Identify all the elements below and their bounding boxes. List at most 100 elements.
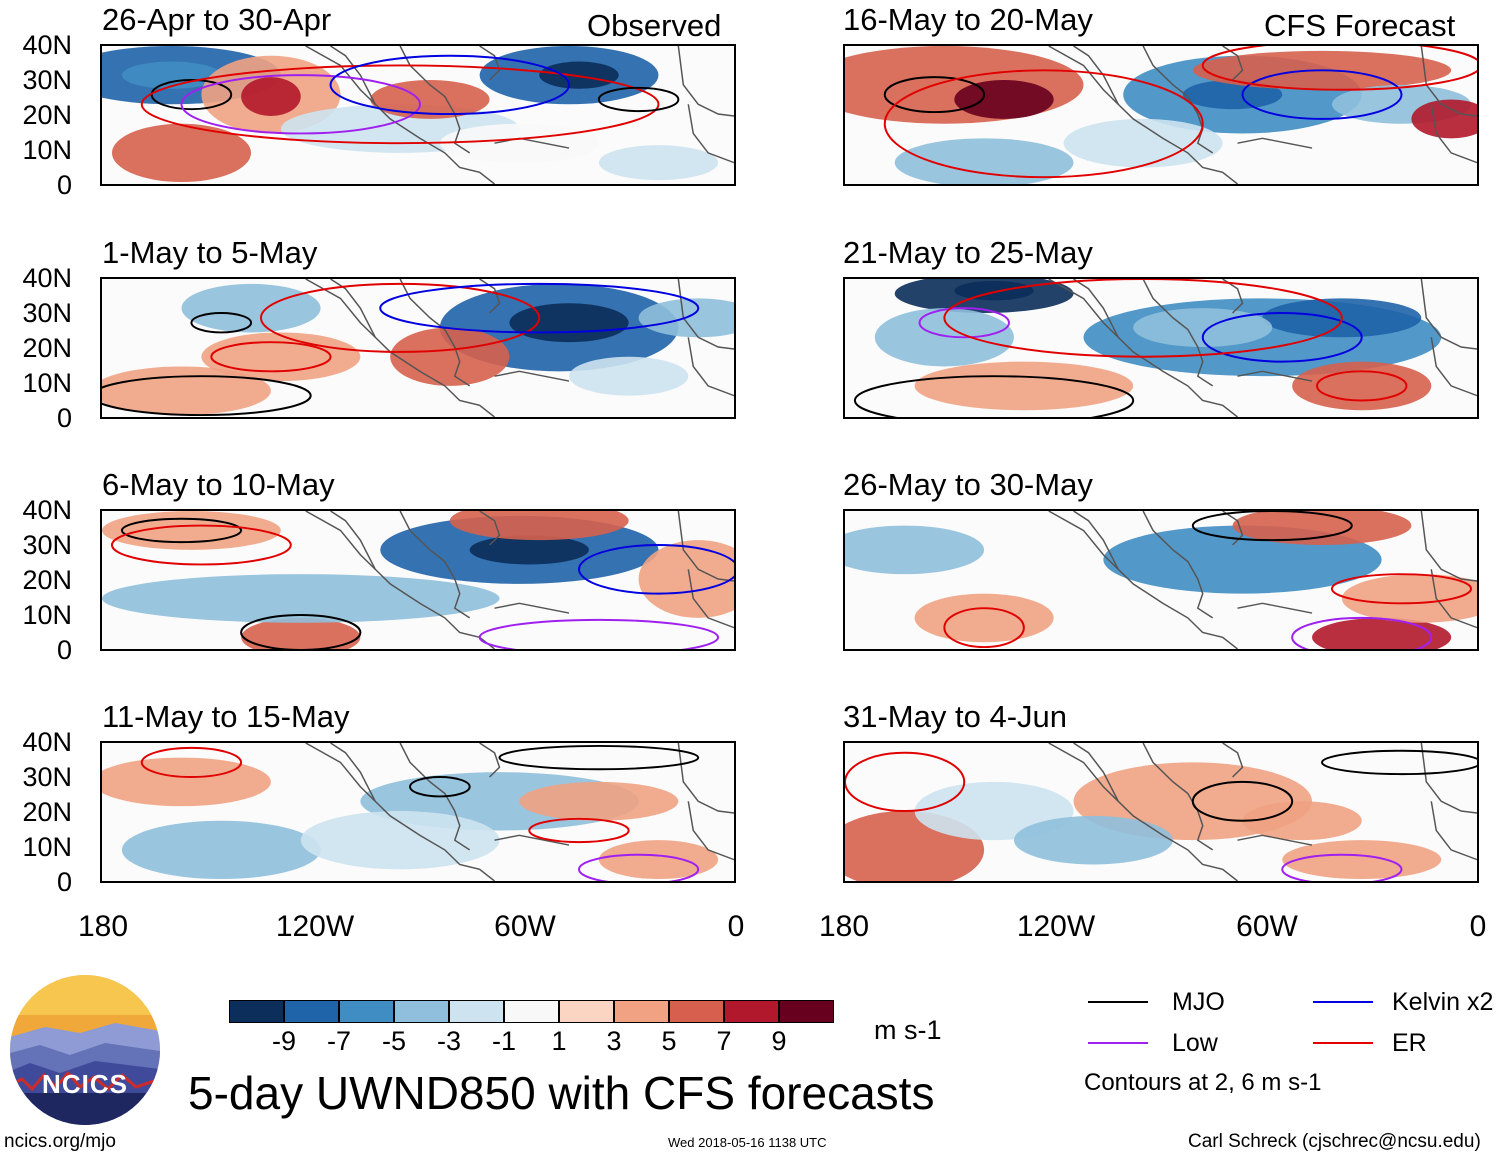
coastline xyxy=(687,569,734,629)
colorbar-label: 7 xyxy=(716,1026,732,1056)
wind-anomaly-area xyxy=(1282,840,1442,880)
x-tick-left-0: 0 xyxy=(727,910,745,943)
filtered-wave-contour xyxy=(409,776,471,798)
filtered-wave-contour xyxy=(1201,312,1363,363)
coastline xyxy=(1222,279,1244,314)
coastline xyxy=(1237,602,1313,614)
colorbar-label: -3 xyxy=(436,1026,461,1056)
coastline xyxy=(479,743,501,778)
coastline xyxy=(1048,743,1238,881)
colorbar-label: 9 xyxy=(771,1026,787,1056)
map-panel-fcst-3 xyxy=(843,509,1479,651)
colorbar-cell xyxy=(559,1000,614,1023)
coastline xyxy=(330,511,376,570)
wind-anomaly-area xyxy=(874,308,1014,367)
wind-anomaly-area xyxy=(370,80,490,119)
y-tick-row4-1: 30N xyxy=(22,762,72,792)
colorbar-label: 1 xyxy=(551,1026,567,1056)
y-tick-row2-1: 30N xyxy=(22,298,72,328)
coastline xyxy=(677,743,734,814)
colorbar-cell xyxy=(779,1000,834,1023)
y-tick-row2-0: 40N xyxy=(22,263,72,293)
coastline xyxy=(1073,279,1119,338)
coastline xyxy=(1048,279,1238,417)
filtered-wave-contour xyxy=(883,76,986,114)
wind-anomaly-area xyxy=(598,840,719,880)
colorbar-cell xyxy=(394,1000,449,1023)
coastline xyxy=(399,46,471,154)
coastline xyxy=(479,279,501,314)
filtered-wave-contour xyxy=(1291,616,1433,649)
coastline xyxy=(1420,743,1477,814)
y-tick-row4-0: 40N xyxy=(22,727,72,757)
logo-text: NCICS xyxy=(42,1069,128,1099)
coastline xyxy=(677,511,734,582)
map-panel-fcst-4 xyxy=(843,741,1479,883)
coastline xyxy=(1430,337,1477,397)
filtered-wave-contour xyxy=(498,744,700,771)
wind-anomaly-area xyxy=(102,574,500,623)
panel-title-obs-4: 11-May to 15-May xyxy=(102,699,350,734)
y-tick-row1-2: 20N xyxy=(22,100,72,130)
y-tick-row3-1: 30N xyxy=(22,530,72,560)
colorbar-cell xyxy=(339,1000,394,1023)
colorbar-label: -9 xyxy=(271,1026,296,1056)
colorbar-label: -7 xyxy=(326,1026,351,1056)
filtered-wave-contour xyxy=(190,312,253,334)
wind-anomaly-area xyxy=(914,361,1134,411)
filtered-wave-contour xyxy=(102,375,312,417)
wind-anomaly-area xyxy=(954,80,1054,119)
map-panel-obs-1 xyxy=(100,44,736,186)
coastline xyxy=(330,279,376,338)
forecast-label: CFS Forecast xyxy=(1264,8,1456,43)
wind-anomaly-area xyxy=(300,811,500,870)
wind-anomaly-area xyxy=(914,593,1054,643)
wind-anomaly-area xyxy=(1411,99,1477,139)
filtered-wave-contour xyxy=(1191,511,1353,542)
filtered-wave-contour xyxy=(1281,853,1403,881)
filtered-wave-contour xyxy=(180,74,421,135)
filtered-wave-contour xyxy=(329,54,571,115)
filtered-wave-contour xyxy=(1241,69,1403,120)
colorbar-cell xyxy=(504,1000,559,1023)
coastline xyxy=(399,279,471,387)
filtered-wave-contour xyxy=(140,64,660,145)
filtered-wave-contour xyxy=(578,544,734,595)
coastline xyxy=(1142,511,1214,619)
colorbar-units: m s-1 xyxy=(874,1015,942,1045)
coastline xyxy=(479,46,501,81)
coastline xyxy=(1237,834,1313,846)
legend-label-er: ER xyxy=(1392,1029,1427,1057)
legend-line-mjo xyxy=(1088,1001,1148,1003)
coastline xyxy=(677,279,734,350)
panel-title-obs-2: 1-May to 5-May xyxy=(102,235,318,270)
colorbar-label: -1 xyxy=(491,1026,516,1056)
coastline xyxy=(399,743,471,851)
x-tick-left-180: 180 xyxy=(77,910,129,943)
y-tick-row2-2: 20N xyxy=(22,333,72,363)
filtered-wave-contour xyxy=(943,279,1343,358)
coastline xyxy=(687,801,734,861)
coastline xyxy=(687,337,734,397)
wind-anomaly-area xyxy=(845,46,1084,124)
wind-anomaly-area xyxy=(1232,511,1412,546)
map-panel-obs-4 xyxy=(100,741,736,883)
wind-anomaly-area xyxy=(469,535,589,565)
wind-anomaly-area xyxy=(1013,815,1173,865)
filtered-wave-contour xyxy=(528,817,630,844)
y-tick-row1-3: 10N xyxy=(22,135,72,165)
filtered-wave-contour xyxy=(260,282,541,353)
colorbar-cell xyxy=(449,1000,504,1023)
filtered-wave-contour xyxy=(1316,370,1408,402)
y-tick-row3-0: 40N xyxy=(22,495,72,525)
coastline xyxy=(1430,104,1477,164)
filtered-wave-contour xyxy=(240,614,362,649)
coastline xyxy=(305,279,495,417)
wind-anomaly-area xyxy=(569,356,689,396)
coastline xyxy=(1420,279,1477,350)
site-link[interactable]: ncics.org/mjo xyxy=(4,1131,116,1152)
coastline xyxy=(1142,279,1214,387)
legend-label-mjo: MJO xyxy=(1172,988,1225,1016)
filtered-wave-contour xyxy=(110,524,292,566)
filtered-wave-contour xyxy=(1321,749,1477,776)
